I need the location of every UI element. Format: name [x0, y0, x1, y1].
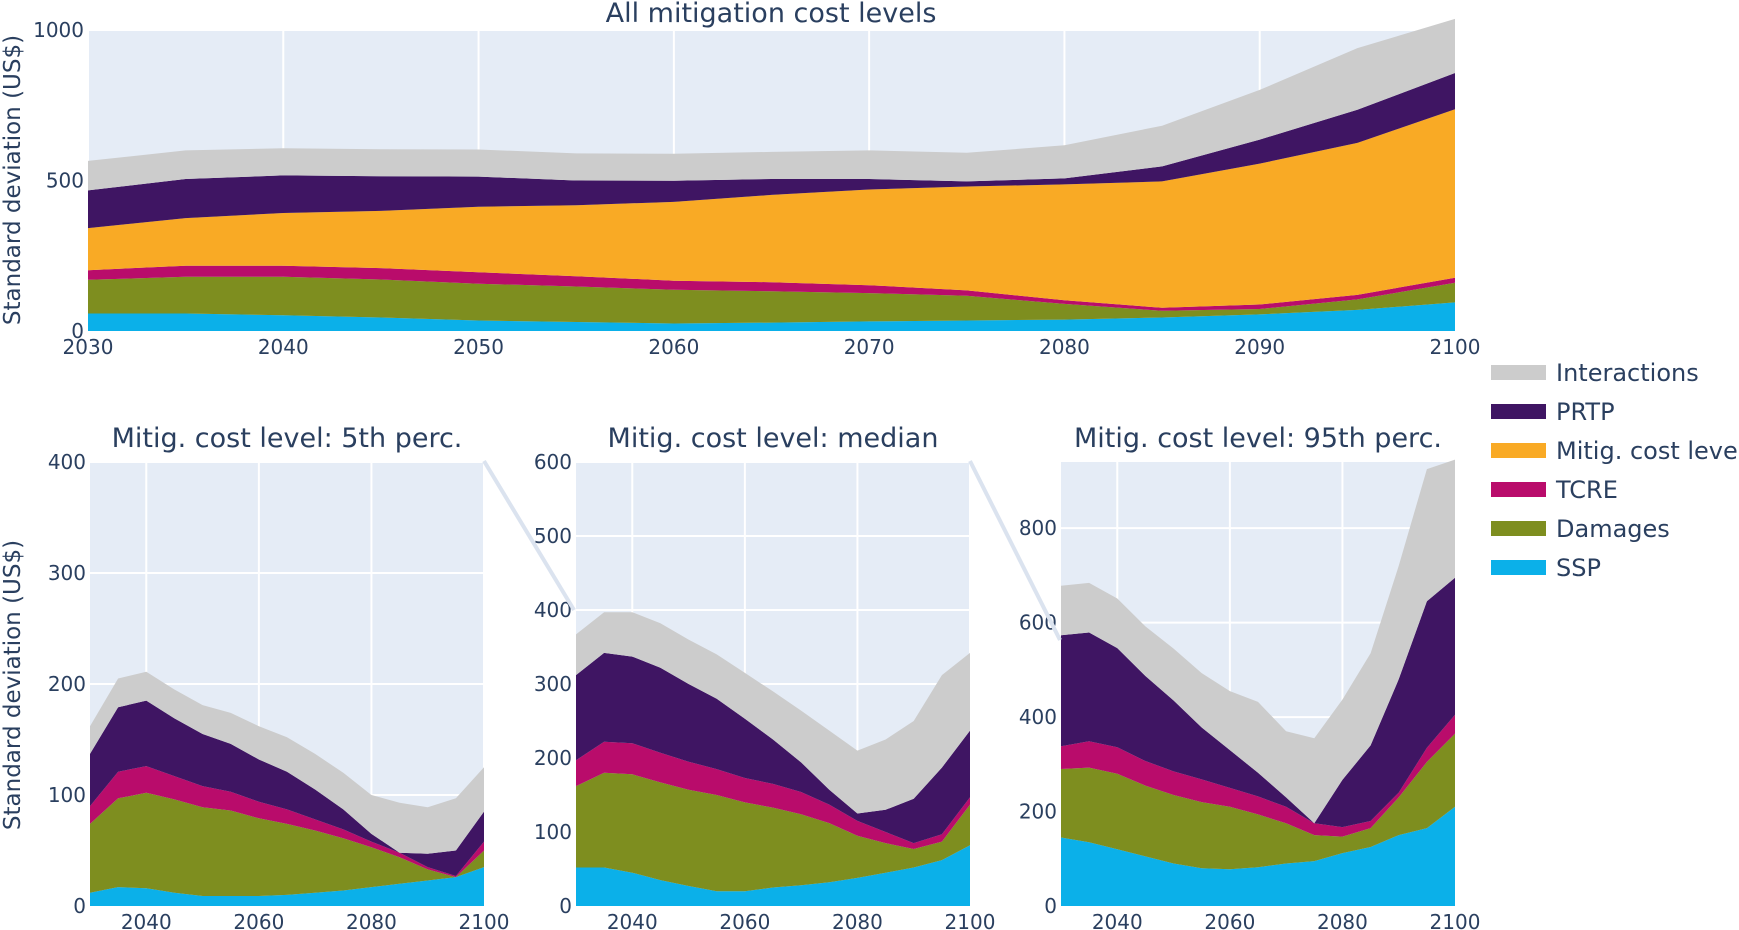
y-tick-label: 0 — [559, 894, 572, 918]
area-series-prtp — [90, 700, 484, 876]
area-series-damages — [90, 792, 484, 896]
legend-label: PRTP — [1556, 398, 1615, 426]
area-series-ssp — [90, 867, 484, 906]
y-tick-label: 500 — [46, 169, 84, 193]
area-series-prtp — [576, 652, 970, 844]
y-tick-label: 300 — [534, 672, 572, 696]
y-tick-label: 1000 — [33, 18, 84, 42]
y-tick-label: 300 — [48, 561, 86, 585]
legend-swatch — [1491, 482, 1546, 497]
x-tick-label: 2080 — [1317, 910, 1368, 930]
chart-title: Mitig. cost level: 95th perc. — [1074, 423, 1442, 454]
x-tick-label: 2080 — [346, 910, 397, 930]
legend-swatch — [1491, 365, 1546, 380]
x-tick-label: 2040 — [607, 910, 658, 930]
x-tick-label: 2100 — [945, 910, 996, 930]
y-tick-label: 0 — [73, 894, 86, 918]
legend-swatch — [1491, 443, 1546, 458]
legend-item-tcre[interactable]: TCRE — [1491, 476, 1618, 504]
legend: Interactions PRTP Mitig. cost level TCRE Dam… — [1491, 359, 1739, 582]
x-tick-label: 2080 — [1039, 335, 1090, 359]
chart-title: All mitigation cost levels — [606, 0, 937, 29]
area-series-damages — [1061, 733, 1455, 870]
legend-label: TCRE — [1555, 476, 1618, 504]
x-tick-label: 2060 — [233, 910, 284, 930]
connector-line-1 — [482, 459, 576, 612]
legend-label: Interactions — [1556, 359, 1699, 387]
x-tick-label: 2060 — [719, 910, 770, 930]
area-series-ssp — [1061, 806, 1455, 906]
x-tick-label: 2100 — [1430, 910, 1481, 930]
chart-panels: 2030 2040 2050 2060 2070 2080 2090 210005001000… — [0, 0, 1480, 930]
area-series-ssp — [576, 845, 970, 906]
x-tick-label: 2080 — [832, 910, 883, 930]
y-tick-label: 800 — [1019, 516, 1057, 540]
legend-label: Mitig. cost level — [1556, 437, 1739, 465]
legend-item-interactions[interactable]: Interactions — [1491, 359, 1699, 387]
y-tick-label: 100 — [48, 783, 86, 807]
area-series-interactions — [576, 612, 970, 814]
y-axis-label: Standard deviation (US$) — [0, 35, 26, 325]
area-series-tcre — [1061, 714, 1455, 837]
y-tick-label: 200 — [48, 672, 86, 696]
area-series-ssp — [88, 302, 1455, 331]
area-series-tcre — [88, 265, 1455, 311]
y-tick-label: 400 — [1019, 705, 1057, 729]
area-series-damages — [576, 772, 970, 892]
x-tick-label: 2070 — [844, 335, 895, 359]
x-tick-label: 2100 — [1430, 335, 1481, 359]
y-tick-label: 0 — [71, 319, 84, 343]
area-series-interactions — [88, 18, 1455, 191]
y-tick-label: 200 — [534, 746, 572, 770]
x-tick-label: 2090 — [1234, 335, 1285, 359]
legend-swatch — [1491, 560, 1546, 575]
x-tick-label: 2100 — [459, 910, 510, 930]
y-tick-label: 100 — [534, 820, 572, 844]
chart-title: Mitig. cost level: median — [608, 423, 939, 454]
x-tick-label: 2050 — [453, 335, 504, 359]
chart-panel-all: 2030 2040 2050 2060 2070 2080 2090 2100 0 500 1000… — [0, 0, 1480, 359]
legend-swatch — [1491, 404, 1546, 419]
chart-panel-p5: 2040 2060 2080 2100 0 100 200 300 400 Mitig. cost… — [0, 423, 509, 930]
area-series-prtp — [88, 73, 1455, 229]
legend-swatch — [1491, 521, 1546, 536]
legend-item-damages[interactable]: Damages — [1491, 515, 1670, 543]
x-tick-label: 2040 — [1092, 910, 1143, 930]
legend-item-ssp[interactable]: SSP — [1491, 554, 1601, 582]
chart-title: Mitig. cost level: 5th perc. — [112, 423, 463, 454]
y-tick-label: 600 — [534, 450, 572, 474]
legend-label: SSP — [1556, 554, 1601, 582]
connector-line-2 — [968, 460, 1062, 641]
area-series-tcre — [576, 741, 970, 849]
area-series-interactions — [90, 671, 484, 854]
y-axis-label: Standard deviation (US$) — [0, 540, 26, 830]
y-tick-label: 500 — [534, 524, 572, 548]
y-tick-label: 400 — [534, 598, 572, 622]
y-tick-label: 200 — [1019, 800, 1057, 824]
area-series-interactions — [1061, 459, 1455, 824]
x-tick-label: 2030 — [63, 335, 114, 359]
legend-label: Damages — [1556, 515, 1670, 543]
chart-panel-median: 2040 2060 2080 2100 0 100 200 300 400 500 600 Mitig… — [534, 423, 996, 930]
legend-item-prtp[interactable]: PRTP — [1491, 398, 1615, 426]
area-series-tcre — [90, 766, 484, 878]
area-series-mitig — [88, 109, 1455, 308]
x-tick-label: 2040 — [121, 910, 172, 930]
x-tick-label: 2040 — [258, 335, 309, 359]
x-tick-label: 2060 — [1204, 910, 1255, 930]
y-tick-label: 400 — [48, 450, 86, 474]
x-tick-label: 2060 — [648, 335, 699, 359]
area-series-prtp — [1061, 577, 1455, 828]
area-series-damages — [88, 276, 1455, 324]
y-tick-label: 0 — [1044, 894, 1057, 918]
legend-item-mitig[interactable]: Mitig. cost level — [1491, 437, 1739, 465]
zoom-connectors — [482, 459, 1062, 641]
